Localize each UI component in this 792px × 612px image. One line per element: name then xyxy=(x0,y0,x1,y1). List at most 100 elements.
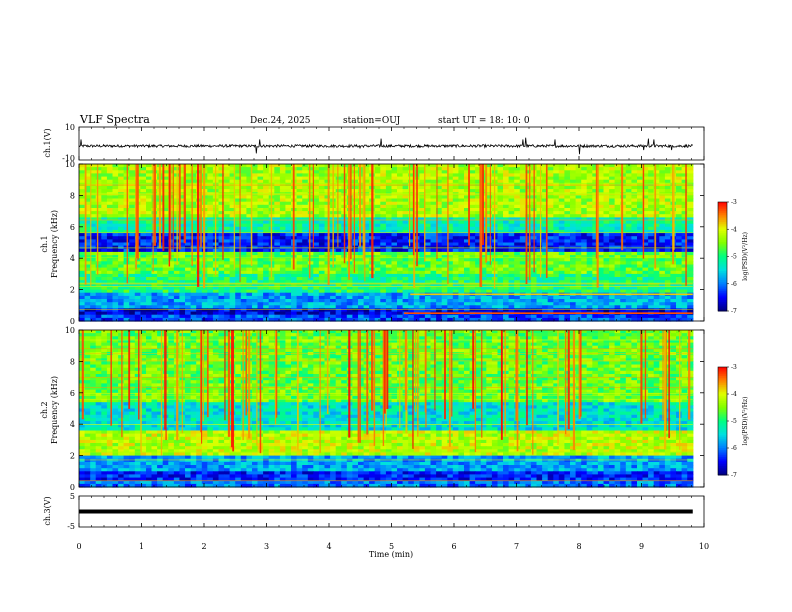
spectrogram-cell xyxy=(129,186,136,190)
spectrogram-cell xyxy=(118,255,125,259)
spectrogram-cell xyxy=(564,195,571,200)
spectrogram-cell xyxy=(625,273,632,278)
spectrogram-cell xyxy=(101,245,108,250)
spectrogram-cell xyxy=(134,299,141,303)
spectrogram-cell xyxy=(129,283,136,287)
spectrogram-cell xyxy=(614,248,621,253)
spectrogram-cell xyxy=(157,248,164,253)
spectrogram-cell xyxy=(648,179,655,184)
spectrogram-cell xyxy=(469,295,476,300)
spectrogram-cell xyxy=(625,245,632,250)
spectrogram-cell xyxy=(296,226,303,231)
spectrogram-cell xyxy=(424,176,432,181)
spectrogram-cell xyxy=(397,236,404,240)
spectrogram-cell xyxy=(558,208,565,212)
spectrogram-cell xyxy=(101,167,108,171)
spectrogram-cell xyxy=(229,277,236,281)
spectrogram-cell xyxy=(358,189,365,193)
spectrogram-cell xyxy=(252,286,259,291)
spectrogram-cell xyxy=(525,208,532,212)
spectrogram-cell xyxy=(575,179,582,184)
spectrogram-cell xyxy=(586,255,593,259)
spectrogram-cell xyxy=(374,280,381,284)
spectrogram-cell xyxy=(436,208,443,212)
spectrogram-cell xyxy=(452,208,459,212)
spectrogram-cell xyxy=(235,299,242,303)
spectrogram-cell xyxy=(307,189,314,193)
spectrogram-cell xyxy=(653,245,660,250)
spectrogram-cell xyxy=(324,248,331,253)
spectrogram-cell xyxy=(458,164,465,168)
spectrogram-cell xyxy=(620,245,627,250)
spectrogram-cell xyxy=(168,220,175,225)
spectrogram-cell xyxy=(374,277,381,281)
spectrogram-cell xyxy=(525,245,532,250)
spectrogram-cell xyxy=(168,286,175,291)
spectrogram-cell xyxy=(603,204,610,209)
spectrogram-cell xyxy=(385,164,393,168)
spectrogram-cell xyxy=(129,236,136,240)
spectrogram-cell xyxy=(263,283,270,287)
spectrogram-cell xyxy=(196,189,203,193)
spectrogram-cell xyxy=(252,198,259,203)
spectrogram-cell xyxy=(586,286,593,291)
spectrogram-cell xyxy=(95,189,102,193)
spectrogram-cell xyxy=(681,245,688,250)
spectrogram-cell xyxy=(352,258,359,262)
spectrogram-cell xyxy=(313,283,320,287)
spectrogram-cell xyxy=(179,264,186,269)
spectrogram-cell xyxy=(637,270,644,275)
spectrogram-cell xyxy=(118,283,125,287)
spectrogram-cell xyxy=(307,229,314,234)
spectrogram-cell xyxy=(491,299,499,303)
spectrogram-cell xyxy=(659,211,666,215)
spectrogram-cell xyxy=(129,223,136,228)
spectrogram-cell xyxy=(659,204,666,209)
spectrogram-cell xyxy=(452,255,459,259)
spectrogram-cell xyxy=(324,242,331,247)
spectrogram-cell xyxy=(146,167,153,171)
spectrogram-cell xyxy=(146,201,153,206)
spectrogram-cell xyxy=(681,229,688,234)
spectrogram-cell xyxy=(441,283,448,287)
spectrogram-cell xyxy=(374,189,381,193)
spectrogram-cell xyxy=(419,233,426,237)
spectrogram-cell xyxy=(564,264,571,269)
spectrogram-cell xyxy=(240,176,247,181)
spectrogram-cell xyxy=(307,292,314,297)
spectrogram-cell xyxy=(447,226,454,231)
spectrogram-cell xyxy=(235,255,242,259)
spectrogram-cell xyxy=(313,299,320,303)
spectrogram-cell xyxy=(519,242,526,247)
spectrogram-cell xyxy=(536,273,543,278)
spectrogram-cell xyxy=(146,179,153,184)
spectrogram-cell xyxy=(631,239,638,244)
spectrogram-cell xyxy=(129,270,136,275)
spectrogram-cell xyxy=(106,173,114,178)
spectrogram-cell xyxy=(190,299,197,303)
spectrogram-cell xyxy=(430,277,437,281)
spectrogram-cell xyxy=(263,233,270,237)
spectrogram-cell xyxy=(268,289,275,294)
spectrogram-cell xyxy=(162,283,169,287)
spectrogram-cell xyxy=(229,267,236,272)
ylabel-ch1-voltage: ch.1(V) xyxy=(43,128,52,157)
spectrogram-cell xyxy=(424,173,432,178)
spectrogram-cell xyxy=(575,280,582,284)
spectrogram-cell xyxy=(642,201,649,206)
spectrogram-cell xyxy=(263,267,270,272)
spectrogram-cell xyxy=(408,229,415,234)
spectrogram-cell xyxy=(475,273,482,278)
spectrogram-cell xyxy=(190,176,197,181)
spectrogram-cell xyxy=(503,299,510,303)
spectrogram-cell xyxy=(430,208,437,212)
spectrogram-cell xyxy=(335,255,342,259)
spectrogram-cell xyxy=(246,277,253,281)
spectrogram-cell xyxy=(676,264,683,269)
spectrogram-cell xyxy=(637,251,644,256)
spectrogram-cell xyxy=(397,273,404,278)
spectrogram-cell xyxy=(101,242,108,247)
spectrogram-cell xyxy=(190,214,197,218)
spectrogram-cell xyxy=(664,186,672,190)
spectrogram-cell xyxy=(268,277,275,281)
